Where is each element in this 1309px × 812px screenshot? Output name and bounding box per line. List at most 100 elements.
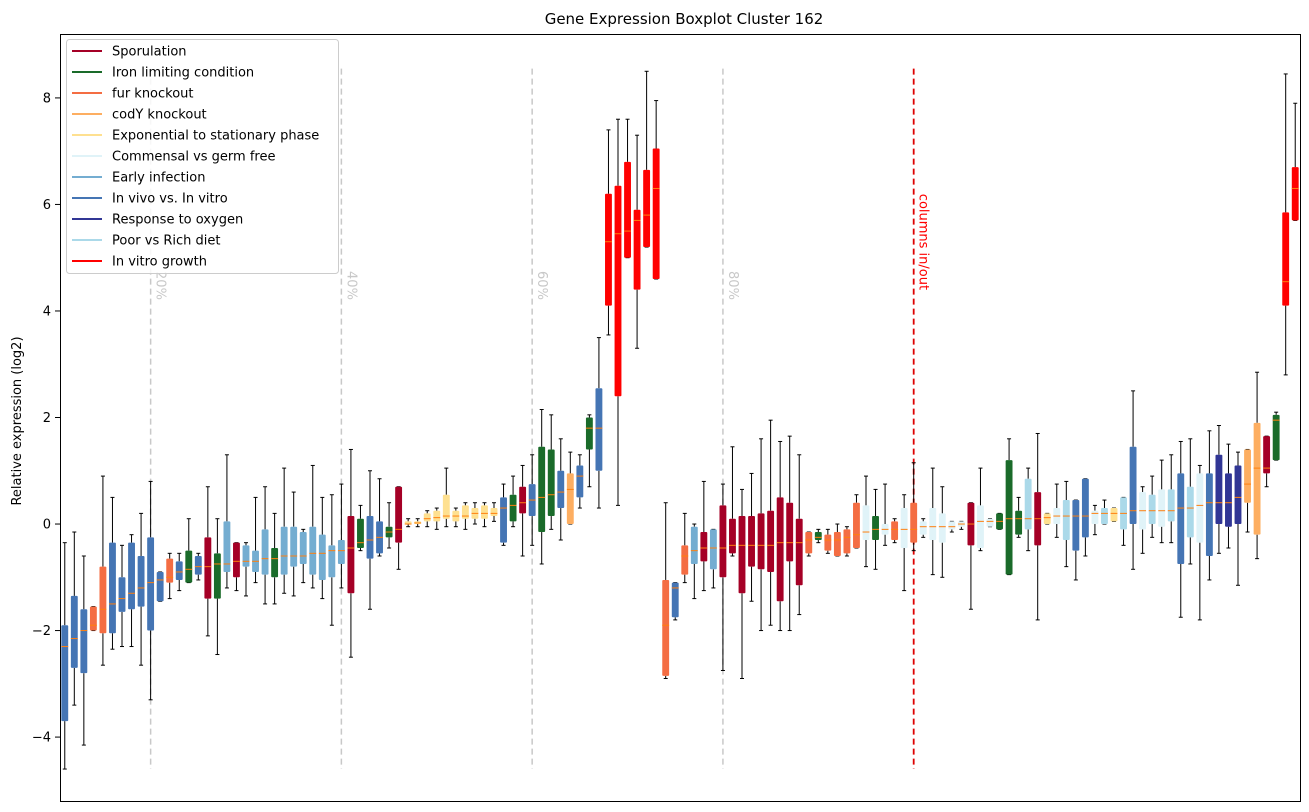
box-body (299, 532, 307, 564)
box-body (423, 513, 431, 522)
box-body (614, 185, 622, 397)
legend-entry-label: codY knockout (112, 108, 207, 123)
box (1244, 448, 1251, 533)
box (700, 480, 708, 592)
box-body (1129, 446, 1137, 525)
box-body (776, 497, 784, 602)
box (748, 472, 755, 602)
box-body (442, 494, 450, 519)
box-body (242, 545, 250, 567)
box (347, 448, 355, 658)
box-body (709, 529, 717, 570)
box-body (490, 508, 498, 517)
box (1263, 435, 1271, 488)
box-body (538, 446, 546, 533)
box-body (328, 545, 336, 578)
box-body (805, 532, 813, 554)
box-body (986, 518, 994, 527)
box (261, 486, 269, 605)
box (1139, 486, 1147, 554)
box-body (1005, 460, 1013, 575)
box-body (843, 529, 851, 554)
box (853, 494, 860, 549)
box-body (1015, 510, 1023, 535)
box (500, 483, 507, 546)
box (290, 491, 298, 597)
box (471, 502, 479, 525)
legend-entry-label: In vivo vs. In vitro (112, 192, 228, 207)
box (729, 446, 736, 557)
box-body (767, 510, 775, 572)
box (328, 494, 336, 626)
box (223, 454, 231, 589)
box (996, 512, 1003, 530)
percent-marker-label: 60% (534, 271, 549, 300)
box (938, 486, 946, 578)
box (757, 438, 765, 632)
box (986, 518, 994, 528)
box-body (1196, 473, 1204, 543)
box-body (89, 606, 97, 631)
box-body (1024, 478, 1032, 530)
box (795, 454, 803, 616)
box-body (290, 526, 298, 567)
box-body (1291, 167, 1299, 221)
box (442, 467, 450, 528)
box-body (366, 516, 374, 559)
box (1215, 424, 1223, 554)
chart-title: Gene Expression Boxplot Cluster 162 (545, 10, 824, 28)
box (109, 496, 116, 650)
box (1024, 467, 1032, 552)
box (1148, 475, 1156, 538)
box (671, 582, 679, 621)
legend-entry-label: Response to oxygen (112, 213, 243, 228)
box (242, 542, 250, 597)
box-body (1225, 473, 1232, 527)
box (385, 502, 393, 549)
box (337, 483, 345, 589)
box (910, 462, 918, 552)
box-body (280, 526, 288, 575)
legend-entry-label: Early infection (112, 171, 205, 186)
box-body (1043, 513, 1051, 525)
box-body (166, 558, 174, 583)
box (309, 464, 317, 589)
box (528, 454, 536, 546)
box (452, 507, 460, 528)
box (70, 531, 78, 706)
box-body (605, 193, 612, 306)
box (252, 496, 259, 584)
box-body (938, 513, 946, 543)
box (957, 520, 965, 530)
box (233, 542, 240, 592)
box-body (175, 561, 183, 580)
box-body (309, 526, 317, 575)
box (509, 475, 517, 528)
box (1072, 499, 1080, 581)
box (366, 470, 374, 610)
box (423, 510, 431, 528)
box-body (99, 566, 107, 634)
box (948, 520, 956, 533)
box (1129, 390, 1137, 570)
box (318, 496, 326, 600)
box-body (833, 532, 841, 556)
box (919, 518, 927, 538)
box-body (595, 388, 603, 471)
box (1186, 438, 1194, 565)
box (843, 526, 851, 557)
box (709, 528, 717, 589)
percent-marker-label: 20% (153, 271, 168, 300)
box (61, 542, 69, 770)
box (605, 129, 612, 336)
box (404, 518, 412, 528)
box-body (1091, 510, 1099, 525)
box (738, 488, 746, 679)
box (357, 504, 364, 552)
box-body (1158, 489, 1166, 527)
box (1120, 496, 1127, 546)
legend-entry-label: In vitro growth (112, 255, 207, 270)
legend-entry-label: Sporulation (112, 45, 187, 60)
box (595, 337, 603, 509)
box-body (337, 540, 345, 564)
